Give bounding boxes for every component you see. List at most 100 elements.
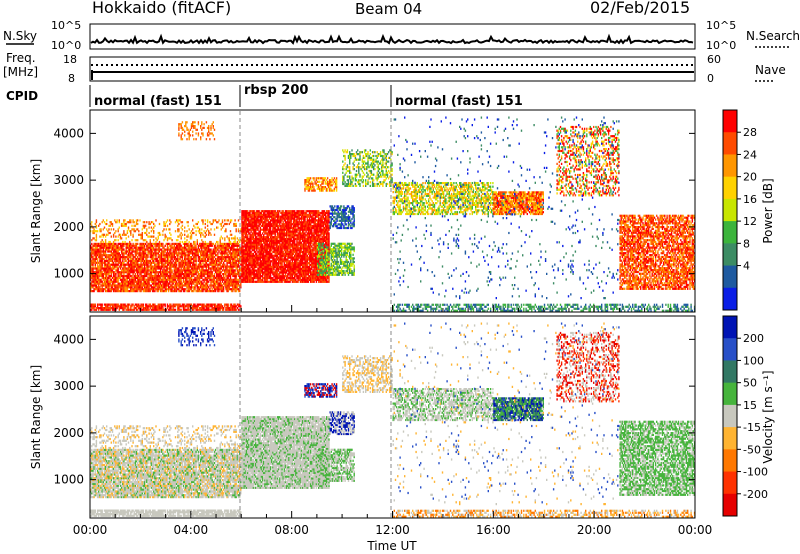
power-cell	[133, 261, 135, 264]
power-cell	[91, 248, 93, 251]
power-cell	[184, 282, 186, 285]
power-cell	[164, 280, 166, 283]
power-cell	[154, 252, 156, 255]
power-cell	[107, 278, 109, 281]
power-cell	[133, 230, 135, 233]
power-cell	[100, 273, 102, 276]
power-cell	[206, 271, 209, 274]
power-cell	[100, 280, 102, 283]
power-cell	[142, 282, 145, 285]
power-cell	[95, 273, 98, 276]
power-cell	[123, 244, 125, 247]
power-cell	[153, 246, 155, 249]
power-cell	[206, 252, 209, 255]
power-cell	[139, 244, 141, 247]
power-cell	[90, 308, 92, 311]
power-cell	[118, 254, 120, 257]
power-cell	[114, 265, 116, 268]
power-cell	[229, 261, 232, 264]
power-cell	[230, 282, 233, 285]
power-cell	[117, 252, 119, 255]
power-cell	[240, 263, 242, 266]
power-cell	[213, 290, 216, 293]
power-cell	[204, 269, 206, 272]
power-cell	[137, 246, 139, 249]
power-cell	[273, 278, 275, 281]
power-cell	[256, 213, 258, 216]
power-cell	[155, 242, 157, 245]
power-cell	[217, 274, 219, 278]
power-cell	[139, 282, 141, 285]
power-cell	[162, 244, 164, 247]
power-cell	[138, 286, 140, 289]
power-cell	[220, 228, 222, 231]
cpid-label: CPID	[6, 89, 38, 103]
power-cell	[98, 269, 100, 272]
power-cell	[252, 245, 255, 248]
power-cell	[170, 288, 172, 291]
power-cell	[106, 265, 108, 268]
power-cell	[112, 282, 115, 285]
power-cell	[190, 252, 193, 255]
power-cell	[194, 248, 196, 251]
power-cell	[225, 257, 227, 261]
power-cell	[107, 284, 109, 287]
power-cell	[173, 246, 175, 249]
power-cell	[155, 259, 157, 262]
power-cell	[236, 267, 239, 270]
power-cell	[185, 269, 187, 272]
power-cell	[235, 261, 237, 264]
power-cell	[190, 233, 193, 236]
power-cell	[212, 252, 214, 255]
power-cell	[180, 308, 182, 311]
power-cell	[119, 271, 122, 274]
power-cell	[96, 242, 99, 245]
power-cell	[220, 286, 222, 289]
power-cell	[100, 288, 102, 291]
power-cell	[178, 284, 180, 287]
power-cell	[211, 259, 213, 262]
power-cell	[248, 239, 250, 242]
power-cell	[232, 257, 234, 261]
power-cell	[166, 282, 169, 285]
power-cell	[170, 284, 172, 287]
power-cell	[233, 224, 235, 227]
power-cell	[116, 244, 118, 247]
power-cell	[100, 242, 102, 245]
power-cell	[188, 276, 190, 279]
power-cell	[209, 242, 211, 245]
power-cell	[228, 239, 230, 242]
power-cell	[141, 237, 143, 240]
power-cell	[106, 246, 108, 249]
power-cell	[211, 254, 213, 257]
power-cell	[217, 280, 219, 283]
power-cell	[214, 257, 217, 261]
power-cell	[185, 288, 187, 291]
power-cell	[214, 280, 217, 283]
power-cell	[277, 273, 280, 276]
power-cell	[102, 307, 104, 310]
power-cell	[265, 252, 267, 255]
power-cell	[167, 263, 170, 266]
power-cell	[155, 257, 157, 261]
power-cell	[208, 267, 210, 270]
power-cell	[214, 267, 217, 270]
power-cell	[201, 228, 203, 231]
power-cell	[172, 273, 174, 276]
power-cell	[184, 237, 186, 240]
power-cell	[184, 284, 186, 287]
power-cell	[196, 248, 198, 251]
power-cell	[178, 278, 180, 281]
power-cell	[186, 290, 188, 293]
power-cell	[180, 246, 182, 249]
power-cell	[214, 254, 217, 257]
power-cell	[179, 248, 181, 251]
power-cell	[127, 228, 130, 231]
power-cell	[186, 274, 188, 278]
power-cell	[118, 226, 120, 229]
power-cell	[194, 269, 196, 272]
power-cell	[170, 276, 172, 279]
power-cell	[235, 254, 237, 257]
power-cell	[205, 282, 208, 285]
power-cell	[125, 280, 127, 283]
